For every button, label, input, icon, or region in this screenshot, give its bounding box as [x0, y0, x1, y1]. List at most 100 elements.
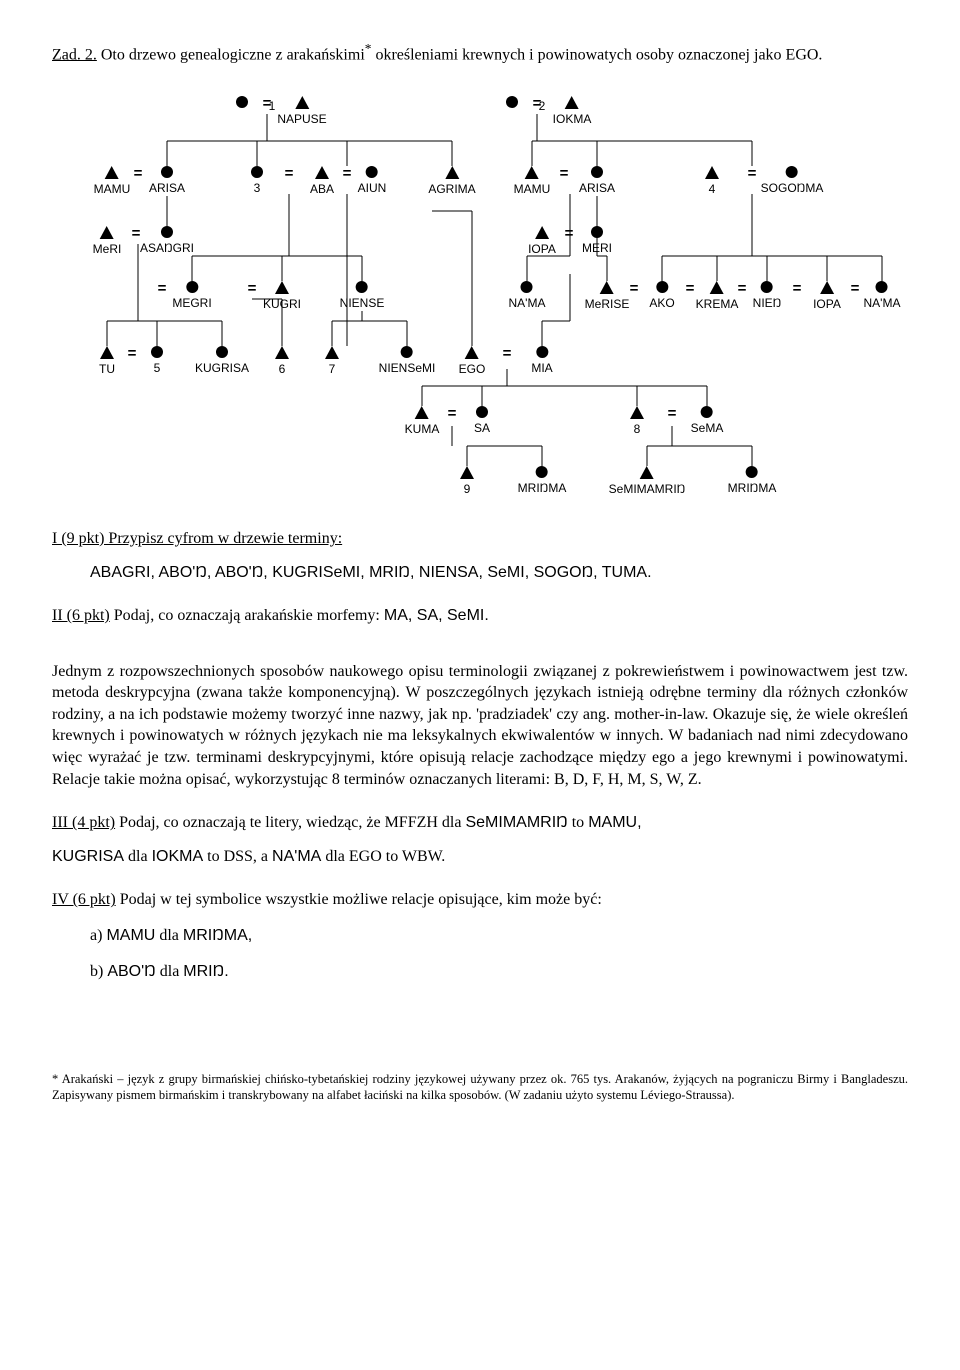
kin-label: KUMA: [405, 421, 440, 437]
female-circle-icon: [161, 166, 173, 178]
kin-label: MRIŊMA: [518, 480, 567, 496]
kin-label: NA'MA: [864, 295, 901, 311]
kin-node-kugrisa: KUGRISA: [195, 346, 249, 376]
p3-l1c: to: [568, 814, 588, 831]
kin-node-gp2m: IOKMA: [553, 96, 592, 127]
kin-node-meri2: MERI: [582, 226, 612, 256]
p3-l2f: dla EGO to WBW.: [321, 848, 445, 865]
task-text-1: Oto drzewo genealogiczne z arakańskimi: [97, 46, 365, 63]
kin-label: KUGRISA: [195, 360, 249, 376]
task-number: Zad. 2.: [52, 46, 97, 63]
kin-node-iopa1: IOPA: [528, 226, 556, 257]
marriage-equals: =: [448, 404, 457, 424]
p3-l2b: dla: [124, 848, 152, 865]
kin-label: TU: [99, 361, 115, 377]
kin-node-p6: 6: [275, 346, 289, 377]
male-triangle-icon: [465, 346, 479, 359]
male-triangle-icon: [705, 166, 719, 179]
kinship-diagram: ====================1NAPUSE2IOKMAMAMUARI…: [52, 86, 908, 506]
kin-node-mamu2: MAMU: [514, 166, 551, 197]
kin-node-aba: ABA: [310, 166, 334, 197]
kin-node-kugri: KUGRI: [263, 281, 301, 312]
kin-label: SeMA: [691, 420, 724, 436]
kin-label: EGO: [459, 361, 486, 377]
kin-label: IOKMA: [553, 111, 592, 127]
female-circle-icon: [521, 281, 533, 293]
kin-label: NIENSE: [340, 295, 385, 311]
marriage-equals: =: [343, 164, 352, 184]
kin-node-sogon: SOGOŊMA: [761, 166, 824, 196]
male-triangle-icon: [445, 166, 459, 179]
male-triangle-icon: [415, 406, 429, 419]
task-heading: Zad. 2. Oto drzewo genealogiczne z araka…: [52, 40, 908, 66]
kin-node-p5: 5: [151, 346, 163, 376]
marriage-equals: =: [851, 279, 860, 299]
female-circle-icon: [476, 406, 488, 418]
marriage-equals: =: [793, 279, 802, 299]
female-circle-icon: [151, 346, 163, 358]
part-iii-line2: KUGRISA dla IOKMA to DSS, a NA'MA dla EG…: [52, 846, 908, 868]
marriage-equals: =: [560, 164, 569, 184]
p3-l2c: IOKMA: [152, 848, 204, 865]
kin-node-semimamrin: SeMIMAMRIŊ: [609, 466, 686, 497]
female-circle-icon: [591, 166, 603, 178]
male-triangle-icon: [100, 226, 114, 239]
male-triangle-icon: [325, 346, 339, 359]
kin-node-mrinma2: MRIŊMA: [728, 466, 777, 496]
kin-label: 9: [460, 481, 474, 497]
kin-node-arisa1: ARISA: [149, 166, 185, 196]
female-circle-icon: [591, 226, 603, 238]
marriage-equals: =: [128, 344, 137, 364]
kin-node-p7: 7: [325, 346, 339, 377]
kin-node-iopa2: IOPA: [813, 281, 841, 312]
kin-node-p9: 9: [460, 466, 474, 497]
kin-node-niensemi: NIENSeMI: [379, 346, 436, 376]
kin-label: MIA: [531, 360, 552, 376]
part-i-terms: ABAGRI, ABO'Ŋ, ABO'Ŋ, KUGRISeMI, MRIŊ, N…: [52, 562, 908, 584]
kin-node-megri: MEGRI: [172, 281, 211, 311]
female-circle-icon: [656, 281, 668, 293]
kin-node-gp1m: NAPUSE: [277, 96, 326, 127]
female-circle-icon: [401, 346, 413, 358]
kin-node-gp1f: [236, 96, 248, 110]
male-triangle-icon: [460, 466, 474, 479]
female-circle-icon: [366, 166, 378, 178]
marriage-equals: =: [134, 164, 143, 184]
iv-a-1: MAMU: [106, 927, 155, 944]
kin-node-niense: NIENSE: [340, 281, 385, 311]
male-triangle-icon: [275, 346, 289, 359]
part-iv-b: b) ABO'Ŋ dla MRIŊ.: [52, 961, 908, 983]
part-i-heading-text: I (9 pkt) Przypisz cyfrom w drzewie term…: [52, 530, 342, 547]
iv-a-mid: dla: [155, 927, 183, 944]
male-triangle-icon: [315, 166, 329, 179]
part-i-heading: I (9 pkt) Przypisz cyfrom w drzewie term…: [52, 528, 908, 550]
marriage-equals: =: [158, 279, 167, 299]
kin-label: MAMU: [514, 181, 551, 197]
kin-node-kuma: KUMA: [405, 406, 440, 437]
marriage-equals: =: [503, 344, 512, 364]
iv-a-pre: a): [90, 927, 106, 944]
part-iv-a: a) MAMU dla MRIŊMA,: [52, 925, 908, 947]
female-circle-icon: [786, 166, 798, 178]
task-text-2: określeniami krewnych i powinowatych oso…: [371, 46, 822, 63]
kin-label: NIENSeMI: [379, 360, 436, 376]
part-ii-heading-rest: Podaj, co oznaczają arakańskie morfemy:: [110, 607, 384, 624]
marriage-equals: =: [748, 164, 757, 184]
marriage-equals: =: [738, 279, 747, 299]
part-ii-morfemy: MA, SA, SeMI.: [384, 607, 489, 624]
kin-node-mamu1: MAMU: [94, 166, 131, 197]
female-circle-icon: [251, 166, 263, 178]
part-iv-heading: IV (6 pkt) Podaj w tej symbolice wszystk…: [52, 889, 908, 911]
iv-b-1: ABO'Ŋ: [107, 963, 155, 980]
kin-node-arisa2: ARISA: [579, 166, 615, 196]
kin-label: 8: [630, 421, 644, 437]
female-circle-icon: [356, 281, 368, 293]
kin-label: IOPA: [528, 241, 556, 257]
part-ii-heading-u: II (6 pkt): [52, 607, 110, 624]
kin-node-sa: SA: [474, 406, 490, 436]
kin-node-nama2: NA'MA: [864, 281, 901, 311]
p3-l1b: SeMIMAMRIŊ: [465, 814, 567, 831]
marriage-equals: =: [248, 279, 257, 299]
kin-node-p3: 3: [251, 166, 263, 196]
kin-node-ako: AKO: [649, 281, 674, 311]
